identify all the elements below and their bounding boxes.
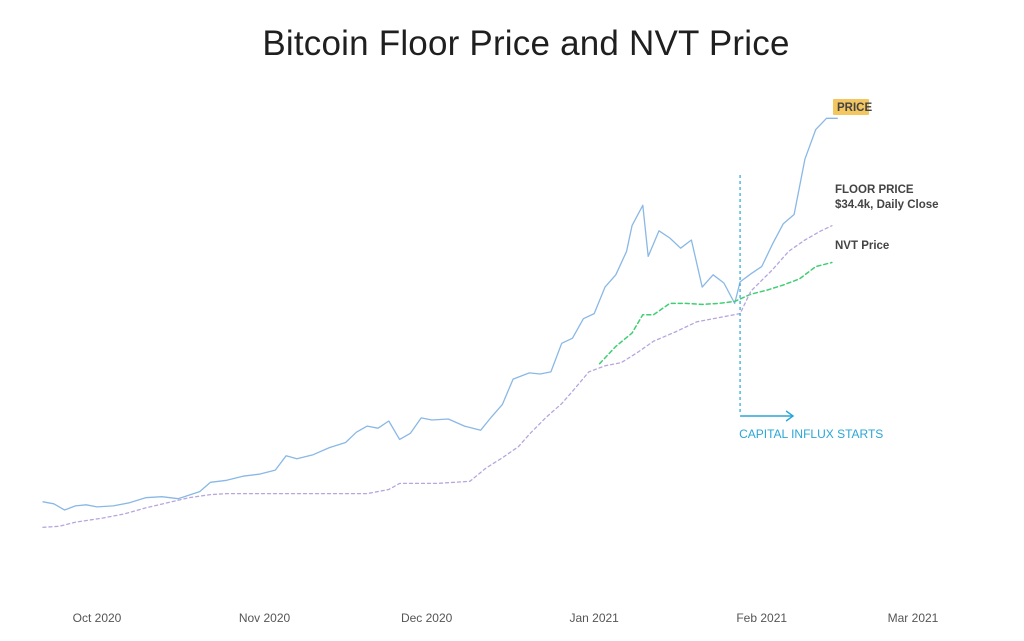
floor-price-value-label: $34.4k, Daily Close xyxy=(835,199,939,211)
price-label: PRICE xyxy=(837,102,872,114)
floor-price-line xyxy=(598,261,833,365)
chart-title: Bitcoin Floor Price and NVT Price xyxy=(262,24,790,63)
nvt-price-label: NVT Price xyxy=(835,240,889,252)
x-tick-label: Dec 2020 xyxy=(401,611,453,625)
x-tick-label: Nov 2020 xyxy=(239,611,291,625)
x-tick-label: Jan 2021 xyxy=(569,611,619,625)
x-tick-label: Feb 2021 xyxy=(736,611,787,625)
x-tick-label: Oct 2020 xyxy=(73,611,122,625)
nvt-price-line xyxy=(42,225,833,528)
annotation-text: CAPITAL INFLUX STARTS xyxy=(739,427,883,441)
annotation-arrowhead xyxy=(785,410,795,422)
price-badge xyxy=(833,99,869,115)
price-line xyxy=(42,117,838,511)
floor-price-label: FLOOR PRICE xyxy=(835,184,914,196)
x-tick-label: Mar 2021 xyxy=(888,611,939,625)
